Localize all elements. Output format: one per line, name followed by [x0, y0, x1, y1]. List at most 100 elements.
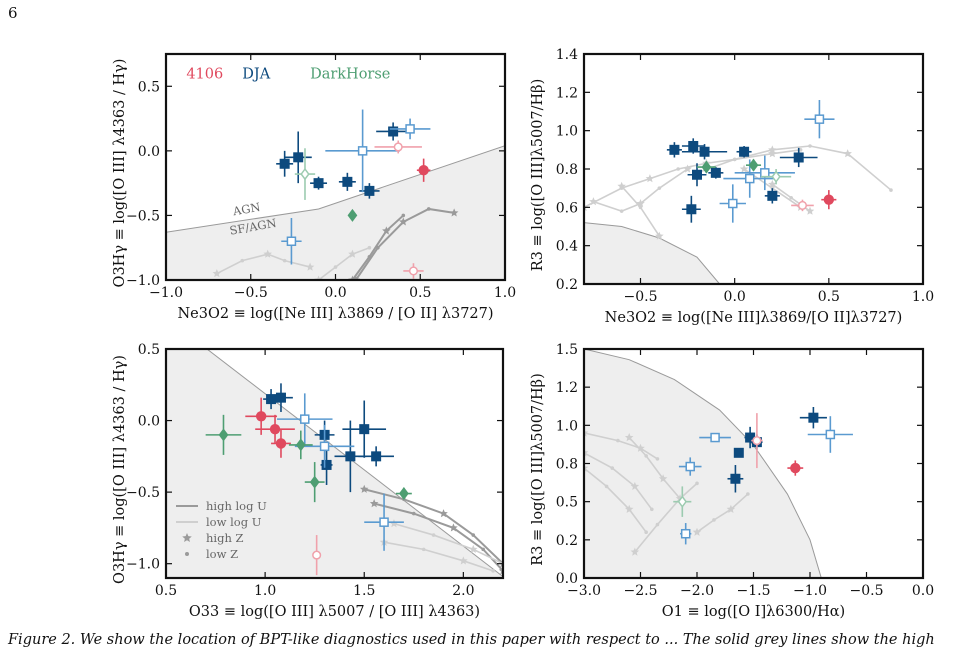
panel-r3-vs-o1: −3.0 −2.5 −2.0 −1.5 −1.0 −0.5 0.0 0.0 0.2 0.5 0.8 1… [530, 342, 934, 620]
data-point [403, 263, 424, 279]
model-marker [650, 507, 654, 512]
model-marker [619, 209, 624, 213]
model-marker [589, 197, 598, 206]
model-marker [431, 533, 436, 537]
model-marker [644, 530, 648, 534]
model-marker [399, 217, 408, 226]
data-point [294, 424, 355, 468]
model-marker [798, 148, 803, 152]
model-marker [348, 249, 357, 258]
legend-label: high log U [206, 499, 267, 513]
model-track [630, 481, 699, 556]
data-point [347, 208, 358, 222]
model-marker [732, 157, 737, 162]
model-marker [471, 533, 476, 537]
demarcation-line [166, 145, 505, 233]
model-track [692, 492, 750, 536]
model-marker [367, 254, 372, 259]
model-marker [212, 269, 222, 278]
x-tick-label: 1.0 [254, 583, 276, 599]
model-marker [889, 188, 893, 192]
model-marker [683, 164, 692, 173]
model-marker [630, 547, 640, 556]
shaded-region [166, 349, 503, 578]
data-point [727, 465, 744, 493]
data-point [338, 172, 356, 191]
data-point [681, 195, 701, 223]
data-point [666, 142, 682, 158]
y-axis-label: R3 ≡ log([O III]λ5007/Hβ) [530, 79, 546, 271]
legend-label: 4106 [186, 66, 223, 82]
model-track [348, 213, 406, 280]
model-marker [644, 454, 648, 458]
data-point [751, 413, 763, 469]
y-tick-label: 0.5 [138, 79, 160, 95]
model-marker [712, 518, 716, 522]
data-point [681, 144, 728, 160]
model-marker [676, 167, 680, 171]
x-tick-label: 1.0 [912, 289, 934, 305]
data-point [697, 160, 716, 174]
data-point [205, 414, 242, 455]
model-legend: high log U low log U high Z low Z [176, 499, 267, 561]
data-point [673, 486, 692, 517]
data-point [358, 446, 394, 467]
x-axis-label: Ne3O2 ≡ log([Ne III]λ3869/[O II]λ3727) [605, 310, 903, 326]
x-tick-label: 0.5 [818, 289, 840, 305]
model-marker [805, 206, 815, 215]
model-marker [604, 484, 609, 489]
y-axis-label: O3Hγ ≡ log([O III] λ4363 / Hγ) [112, 59, 128, 288]
model-marker [449, 208, 459, 217]
data-point [276, 150, 294, 177]
model-marker [439, 509, 448, 518]
model-marker [333, 265, 338, 269]
figure-caption: Figure 2. We show the location of BPT-li… [8, 632, 935, 648]
x-tick-label: −1.5 [737, 583, 771, 599]
y-tick-label: −1.0 [126, 273, 160, 289]
model-marker [359, 484, 369, 493]
data-point [699, 432, 731, 443]
y-tick-label: 0.2 [556, 277, 578, 293]
data-point [312, 535, 322, 576]
data-point [680, 523, 692, 545]
x-tick-label: 0.0 [724, 289, 746, 305]
y-tick-label: 0.8 [556, 457, 578, 473]
shaded-region [584, 222, 720, 284]
data-point [787, 460, 804, 476]
model-marker [263, 249, 272, 258]
model-marker [655, 231, 664, 240]
x-tick-label: −1.0 [149, 285, 183, 301]
figure-grid: −1.0 −0.5 0.0 0.5 1.0 −1.0 −0.5 0.0 0.5 Ne3O2 ≡ l… [112, 47, 934, 620]
data-point [310, 176, 328, 190]
y-axis-label: R3 ≡ log([O III]λ5007/Hβ) [530, 373, 546, 565]
y-tick-label: 1.5 [556, 342, 578, 358]
y-tick-label: −0.5 [126, 208, 160, 224]
page-number: 6 [8, 4, 18, 22]
data-point [799, 407, 827, 429]
data-point [271, 429, 291, 458]
legend-label: low Z [206, 547, 238, 561]
model-marker [481, 547, 485, 552]
data-point [269, 383, 293, 412]
y-tick-label: 0.5 [138, 342, 160, 358]
panel-o3hg-vs-ne3o2: −1.0 −0.5 0.0 0.5 1.0 −1.0 −0.5 0.0 0.5 Ne3O2 ≡ l… [112, 52, 516, 322]
model-marker [630, 481, 640, 491]
data-point [416, 158, 431, 182]
model-marker [389, 519, 399, 528]
x-tick-label: −2.5 [624, 583, 658, 599]
x-tick-label: 0.5 [155, 583, 177, 599]
x-tick-label: −0.5 [850, 583, 884, 599]
data-point [342, 400, 387, 458]
data-point [736, 146, 752, 158]
y-tick-label: 0.2 [556, 533, 578, 549]
model-marker [610, 466, 615, 470]
model-marker [426, 207, 431, 211]
data-point [320, 444, 333, 485]
model-marker [726, 504, 736, 513]
data-point [761, 169, 792, 185]
data-point [281, 218, 302, 265]
model-track [617, 181, 664, 240]
x-tick-label: −0.5 [234, 285, 268, 301]
x-axis-label: Ne3O2 ≡ log([Ne III] λ3869 / [O II] λ372… [177, 306, 493, 322]
model-marker [617, 181, 626, 190]
